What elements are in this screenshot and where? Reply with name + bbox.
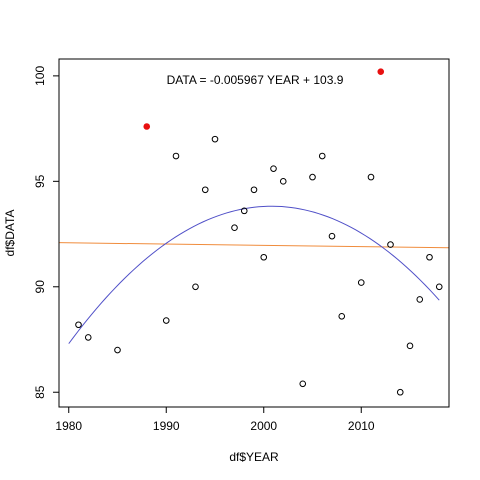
data-point-19 xyxy=(357,279,365,286)
data-point-11 xyxy=(260,253,268,261)
data-point-14 xyxy=(299,380,307,388)
fit-equation-annotation: DATA = -0.005967 YEAR + 103.9 xyxy=(167,73,344,87)
data-point-8 xyxy=(231,224,238,232)
data-point-17 xyxy=(328,232,336,240)
y-tick-label-90: 90 xyxy=(33,280,47,294)
data-point-16 xyxy=(318,152,326,160)
data-point-22 xyxy=(396,388,404,396)
data-point-5 xyxy=(192,283,199,291)
y-tick-label-100: 100 xyxy=(33,66,47,86)
data-point-1 xyxy=(84,334,92,341)
data-point-26 xyxy=(435,283,443,291)
data-point-0 xyxy=(75,321,82,329)
data-point-15 xyxy=(309,173,316,181)
data-point-6 xyxy=(201,186,209,194)
x-tick-label-1980: 1980 xyxy=(55,419,82,433)
data-point-20 xyxy=(367,173,375,181)
plot-frame xyxy=(58,58,450,408)
data-point-21 xyxy=(387,241,394,248)
x-tick-label-2010: 2010 xyxy=(348,419,375,433)
data-point-4 xyxy=(172,152,180,160)
data-point-25 xyxy=(426,253,433,261)
data-point-10 xyxy=(250,186,258,194)
data-point-9 xyxy=(240,207,248,215)
highlighted-point-1 xyxy=(377,68,385,75)
y-tick-label-85: 85 xyxy=(33,385,47,399)
data-point-2 xyxy=(114,346,121,354)
data-point-23 xyxy=(406,342,414,350)
x-tick-label-1990: 1990 xyxy=(153,419,180,433)
data-point-13 xyxy=(279,178,287,185)
plot-marks xyxy=(58,68,450,396)
data-point-7 xyxy=(211,135,219,143)
y-tick-label-95: 95 xyxy=(33,174,47,188)
data-point-12 xyxy=(270,165,277,172)
x-axis-label: df$YEAR xyxy=(229,450,279,464)
linear-fit-line xyxy=(58,242,450,249)
data-point-24 xyxy=(416,296,424,303)
highlighted-point-0 xyxy=(143,123,151,130)
quadratic-fit-curve xyxy=(68,205,440,344)
y-axis-label: df$DATA xyxy=(3,210,17,257)
data-point-3 xyxy=(162,317,170,324)
data-point-18 xyxy=(338,313,346,320)
x-tick-label-2000: 2000 xyxy=(250,419,277,433)
